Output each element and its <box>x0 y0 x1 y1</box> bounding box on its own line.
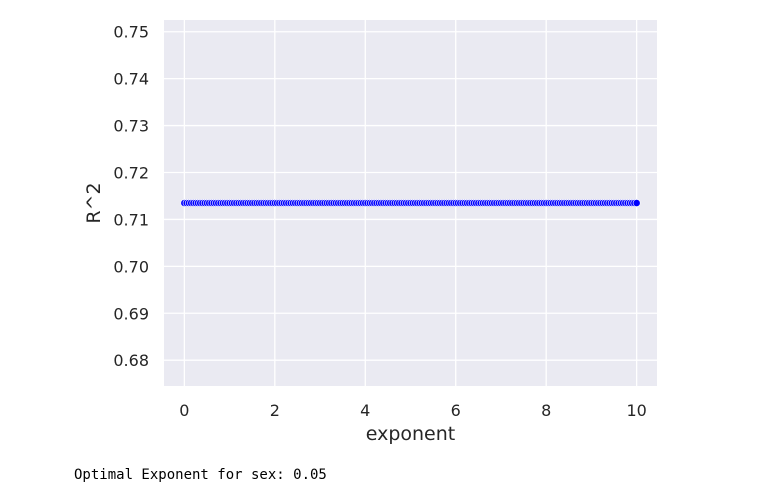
y-axis-label: R^2 <box>83 182 105 223</box>
scatter-chart: 0 2 4 6 8 10 0.68 0.69 0.70 0.71 0.72 0.73 0.74 0.75… <box>83 20 657 445</box>
y-tick-label: 0.73 <box>113 117 149 136</box>
x-tick-label: 2 <box>270 401 280 420</box>
x-tick-label: 0 <box>179 401 189 420</box>
x-axis-label: exponent <box>366 423 456 445</box>
y-tick-label: 0.75 <box>113 23 149 42</box>
data-point <box>632 199 641 207</box>
x-tick-label: 4 <box>360 401 370 420</box>
x-tick-label: 6 <box>451 401 461 420</box>
y-tick-label: 0.71 <box>113 210 149 229</box>
y-tick-label: 0.68 <box>113 351 149 370</box>
y-tick-label: 0.70 <box>113 257 149 276</box>
x-tick-label: 8 <box>541 401 551 420</box>
y-tick-label: 0.74 <box>113 70 149 89</box>
stdout-text: Optimal Exponent for sex: 0.05 <box>74 467 327 483</box>
data-points <box>180 199 641 207</box>
y-tick-label: 0.69 <box>113 304 149 323</box>
x-tick-label: 10 <box>626 401 646 420</box>
y-tick-label: 0.72 <box>113 164 149 183</box>
x-tick-labels: 0 2 4 6 8 10 <box>179 401 647 420</box>
y-tick-labels: 0.68 0.69 0.70 0.71 0.72 0.73 0.74 0.75 <box>113 23 149 370</box>
